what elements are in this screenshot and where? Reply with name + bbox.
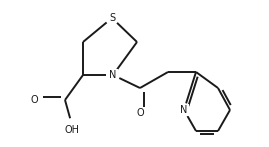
Text: N: N [180, 105, 188, 115]
Text: O: O [136, 108, 144, 118]
Text: S: S [109, 13, 115, 23]
Text: O: O [30, 95, 38, 105]
Text: OH: OH [65, 125, 80, 135]
Text: N: N [109, 70, 117, 80]
